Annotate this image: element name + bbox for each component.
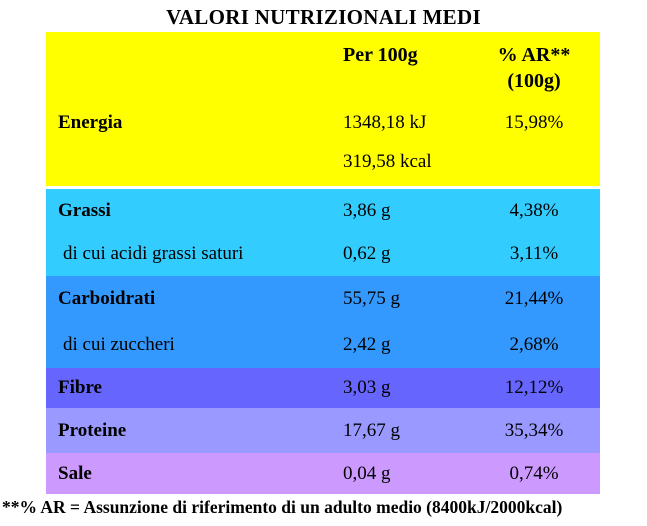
section-proteine: Proteine 17,67 g 35,34% <box>46 408 600 453</box>
column-header-per100g: Per 100g <box>343 44 418 66</box>
footnote: **% AR = Assunzione di riferimento di un… <box>2 497 563 517</box>
table-row-grassi: Grassi 3,86 g 4,38% <box>46 189 600 233</box>
row-label-sale: Sale <box>58 462 92 484</box>
table-row-sale: Sale 0,04 g 0,74% <box>46 453 600 494</box>
nutrition-table: Per 100g % AR** (100g) Energia 1348,18 k… <box>46 32 600 494</box>
row-label-fibre: Fibre <box>58 377 102 398</box>
row-label-grassi-saturi: di cui acidi grassi saturi <box>63 243 244 265</box>
row-label-zuccheri: di cui zuccheri <box>63 334 175 355</box>
ar-grassi: 4,38% <box>509 199 559 221</box>
value-energia-kj: 1348,18 kJ <box>343 112 427 133</box>
section-fibre: Fibre 3,03 g 12,12% <box>46 368 600 408</box>
ar-zuccheri: 2,68% <box>509 334 559 355</box>
column-header-ar-line1: % AR** <box>497 44 571 66</box>
ar-grassi-saturi: 3,11% <box>509 243 559 265</box>
value-energia-kcal: 319,58 kcal <box>343 151 432 172</box>
value-carboidrati: 55,75 g <box>343 288 400 309</box>
value-grassi: 3,86 g <box>343 199 391 221</box>
table-header-row: Per 100g % AR** (100g) <box>46 42 600 102</box>
section-sale: Sale 0,04 g 0,74% <box>46 453 600 494</box>
section-carboidrati: Carboidrati 55,75 g 21,44% di cui zucche… <box>46 276 600 368</box>
section-energia: Per 100g % AR** (100g) Energia 1348,18 k… <box>46 32 600 186</box>
column-header-ar: % AR** (100g) <box>468 42 600 94</box>
page-title: VALORI NUTRIZIONALI MEDI <box>166 5 481 29</box>
ar-energia: 15,98% <box>504 112 564 133</box>
value-proteine: 17,67 g <box>343 419 400 441</box>
value-fibre: 3,03 g <box>343 377 391 398</box>
table-row-energia: Energia 1348,18 kJ 15,98% <box>46 102 600 144</box>
table-row-proteine: Proteine 17,67 g 35,34% <box>46 408 600 453</box>
section-grassi: Grassi 3,86 g 4,38% di cui acidi grassi … <box>46 189 600 276</box>
value-grassi-saturi: 0,62 g <box>343 243 391 265</box>
ar-fibre: 12,12% <box>504 377 564 398</box>
value-sale: 0,04 g <box>343 462 391 484</box>
table-row-grassi-saturi: di cui acidi grassi saturi 0,62 g 3,11% <box>46 233 600 277</box>
table-row-energia-kcal: 319,58 kcal <box>46 144 600 180</box>
value-zuccheri: 2,42 g <box>343 334 391 355</box>
table-row-carboidrati: Carboidrati 55,75 g 21,44% <box>46 276 600 322</box>
ar-sale: 0,74% <box>509 462 559 484</box>
row-label-energia: Energia <box>58 112 123 133</box>
ar-carboidrati: 21,44% <box>504 288 564 309</box>
row-label-proteine: Proteine <box>58 419 127 441</box>
ar-proteine: 35,34% <box>504 419 564 441</box>
row-label-grassi: Grassi <box>58 199 111 221</box>
table-row-zuccheri: di cui zuccheri 2,42 g 2,68% <box>46 322 600 368</box>
row-label-carboidrati: Carboidrati <box>58 288 156 309</box>
column-header-ar-line2: (100g) <box>507 70 561 92</box>
table-row-fibre: Fibre 3,03 g 12,12% <box>46 368 600 408</box>
